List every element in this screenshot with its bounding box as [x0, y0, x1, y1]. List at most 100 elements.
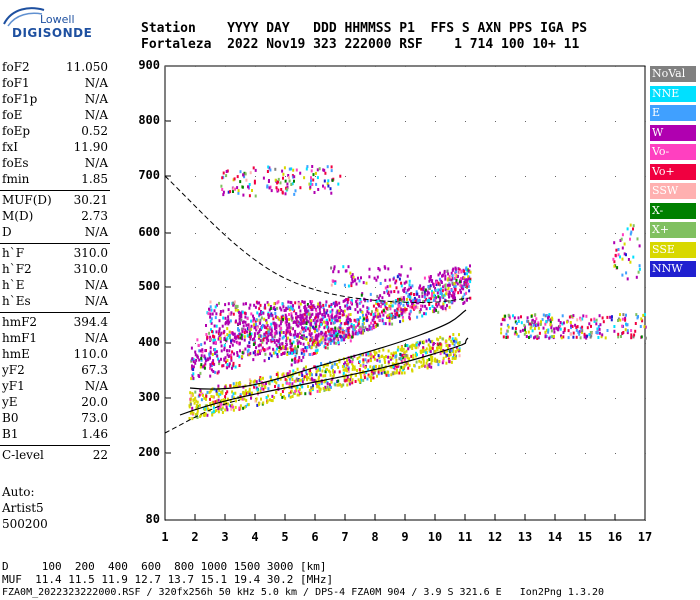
echo-point	[291, 382, 294, 386]
echo-point	[343, 322, 346, 326]
echo-point	[216, 399, 219, 403]
echo-point	[428, 275, 431, 279]
echo-point	[199, 414, 202, 418]
echo-point	[316, 385, 319, 389]
echo-point	[392, 353, 395, 357]
echo-point	[364, 326, 367, 330]
echo-point	[362, 358, 365, 362]
grid-dot	[375, 287, 376, 288]
echo-point	[364, 366, 367, 370]
echo-point	[214, 370, 217, 374]
echo-point	[458, 280, 461, 284]
echo-point	[331, 364, 334, 368]
echo-point	[427, 285, 430, 289]
echo-point	[199, 349, 202, 353]
echo-point	[380, 371, 383, 375]
echo-point	[349, 375, 352, 379]
echo-point	[318, 340, 321, 344]
echo-point	[255, 346, 257, 350]
echo-point	[190, 346, 193, 350]
echo-point	[589, 331, 592, 334]
echo-point	[540, 320, 542, 324]
echo-point	[455, 280, 458, 284]
echo-point	[382, 348, 385, 352]
grid-dot	[255, 520, 256, 521]
echo-point	[224, 338, 227, 342]
echo-point	[370, 372, 373, 376]
echo-point	[309, 392, 312, 396]
grid-dot	[465, 343, 466, 344]
echo-point	[421, 294, 424, 298]
echo-point	[311, 387, 314, 390]
echo-point	[253, 179, 256, 183]
echo-point	[289, 342, 292, 346]
echo-point	[626, 331, 629, 335]
echo-point	[215, 392, 218, 396]
echo-point	[258, 321, 261, 325]
echo-point	[362, 281, 365, 285]
legend-item-nnw: NNW	[650, 261, 696, 277]
echo-point	[232, 303, 235, 307]
echo-point	[245, 323, 248, 327]
echo-point	[522, 328, 524, 332]
echo-point	[210, 308, 213, 312]
echo-point	[255, 322, 258, 326]
echo-point	[200, 354, 203, 358]
echo-point	[352, 327, 355, 331]
grid-dot	[435, 66, 436, 67]
echo-point	[415, 305, 418, 309]
echo-point	[316, 336, 319, 340]
param-value: 22	[92, 448, 108, 462]
echo-point	[325, 300, 328, 304]
echo-point	[294, 360, 297, 364]
echo-point	[336, 319, 338, 323]
echo-point	[376, 309, 379, 313]
echo-point	[191, 417, 194, 421]
echo-point	[385, 307, 388, 310]
echo-point	[446, 304, 448, 308]
echo-point	[363, 317, 365, 321]
echo-point	[218, 402, 221, 406]
echo-point	[224, 408, 227, 412]
param-value: N/A	[84, 225, 108, 239]
echo-point	[326, 346, 329, 350]
echo-point	[369, 325, 372, 329]
echo-point	[320, 338, 323, 342]
echo-point	[274, 308, 277, 312]
echo-point	[265, 331, 268, 335]
echo-point	[451, 268, 454, 272]
echo-point	[420, 360, 423, 364]
echo-point	[311, 342, 314, 346]
echo-point	[285, 343, 288, 347]
echo-point	[373, 276, 376, 280]
echo-point	[284, 344, 287, 348]
echo-point	[440, 346, 443, 349]
muf-curve	[164, 175, 471, 304]
echo-point	[246, 327, 249, 331]
echo-point	[368, 275, 371, 279]
echo-point	[395, 368, 398, 372]
grid-dot	[435, 176, 436, 177]
echo-point	[339, 323, 342, 327]
echo-point	[267, 180, 270, 183]
echo-point	[423, 276, 426, 280]
echo-point	[321, 336, 324, 340]
echo-point	[254, 194, 257, 198]
echo-point	[551, 335, 554, 339]
echo-point	[258, 378, 261, 382]
echo-point	[295, 377, 298, 381]
grid-dot	[345, 398, 346, 399]
echo-point	[349, 271, 352, 275]
echo-point	[305, 310, 308, 314]
echo-point	[356, 357, 359, 361]
echo-point	[208, 307, 210, 311]
echo-point	[218, 327, 221, 331]
echo-point	[270, 354, 273, 358]
echo-point	[531, 321, 534, 325]
echo-point	[362, 313, 364, 317]
echo-point	[452, 339, 455, 343]
echo-point	[261, 346, 264, 350]
echo-point	[392, 315, 394, 319]
echo-point	[579, 318, 582, 322]
echo-point	[210, 328, 212, 332]
